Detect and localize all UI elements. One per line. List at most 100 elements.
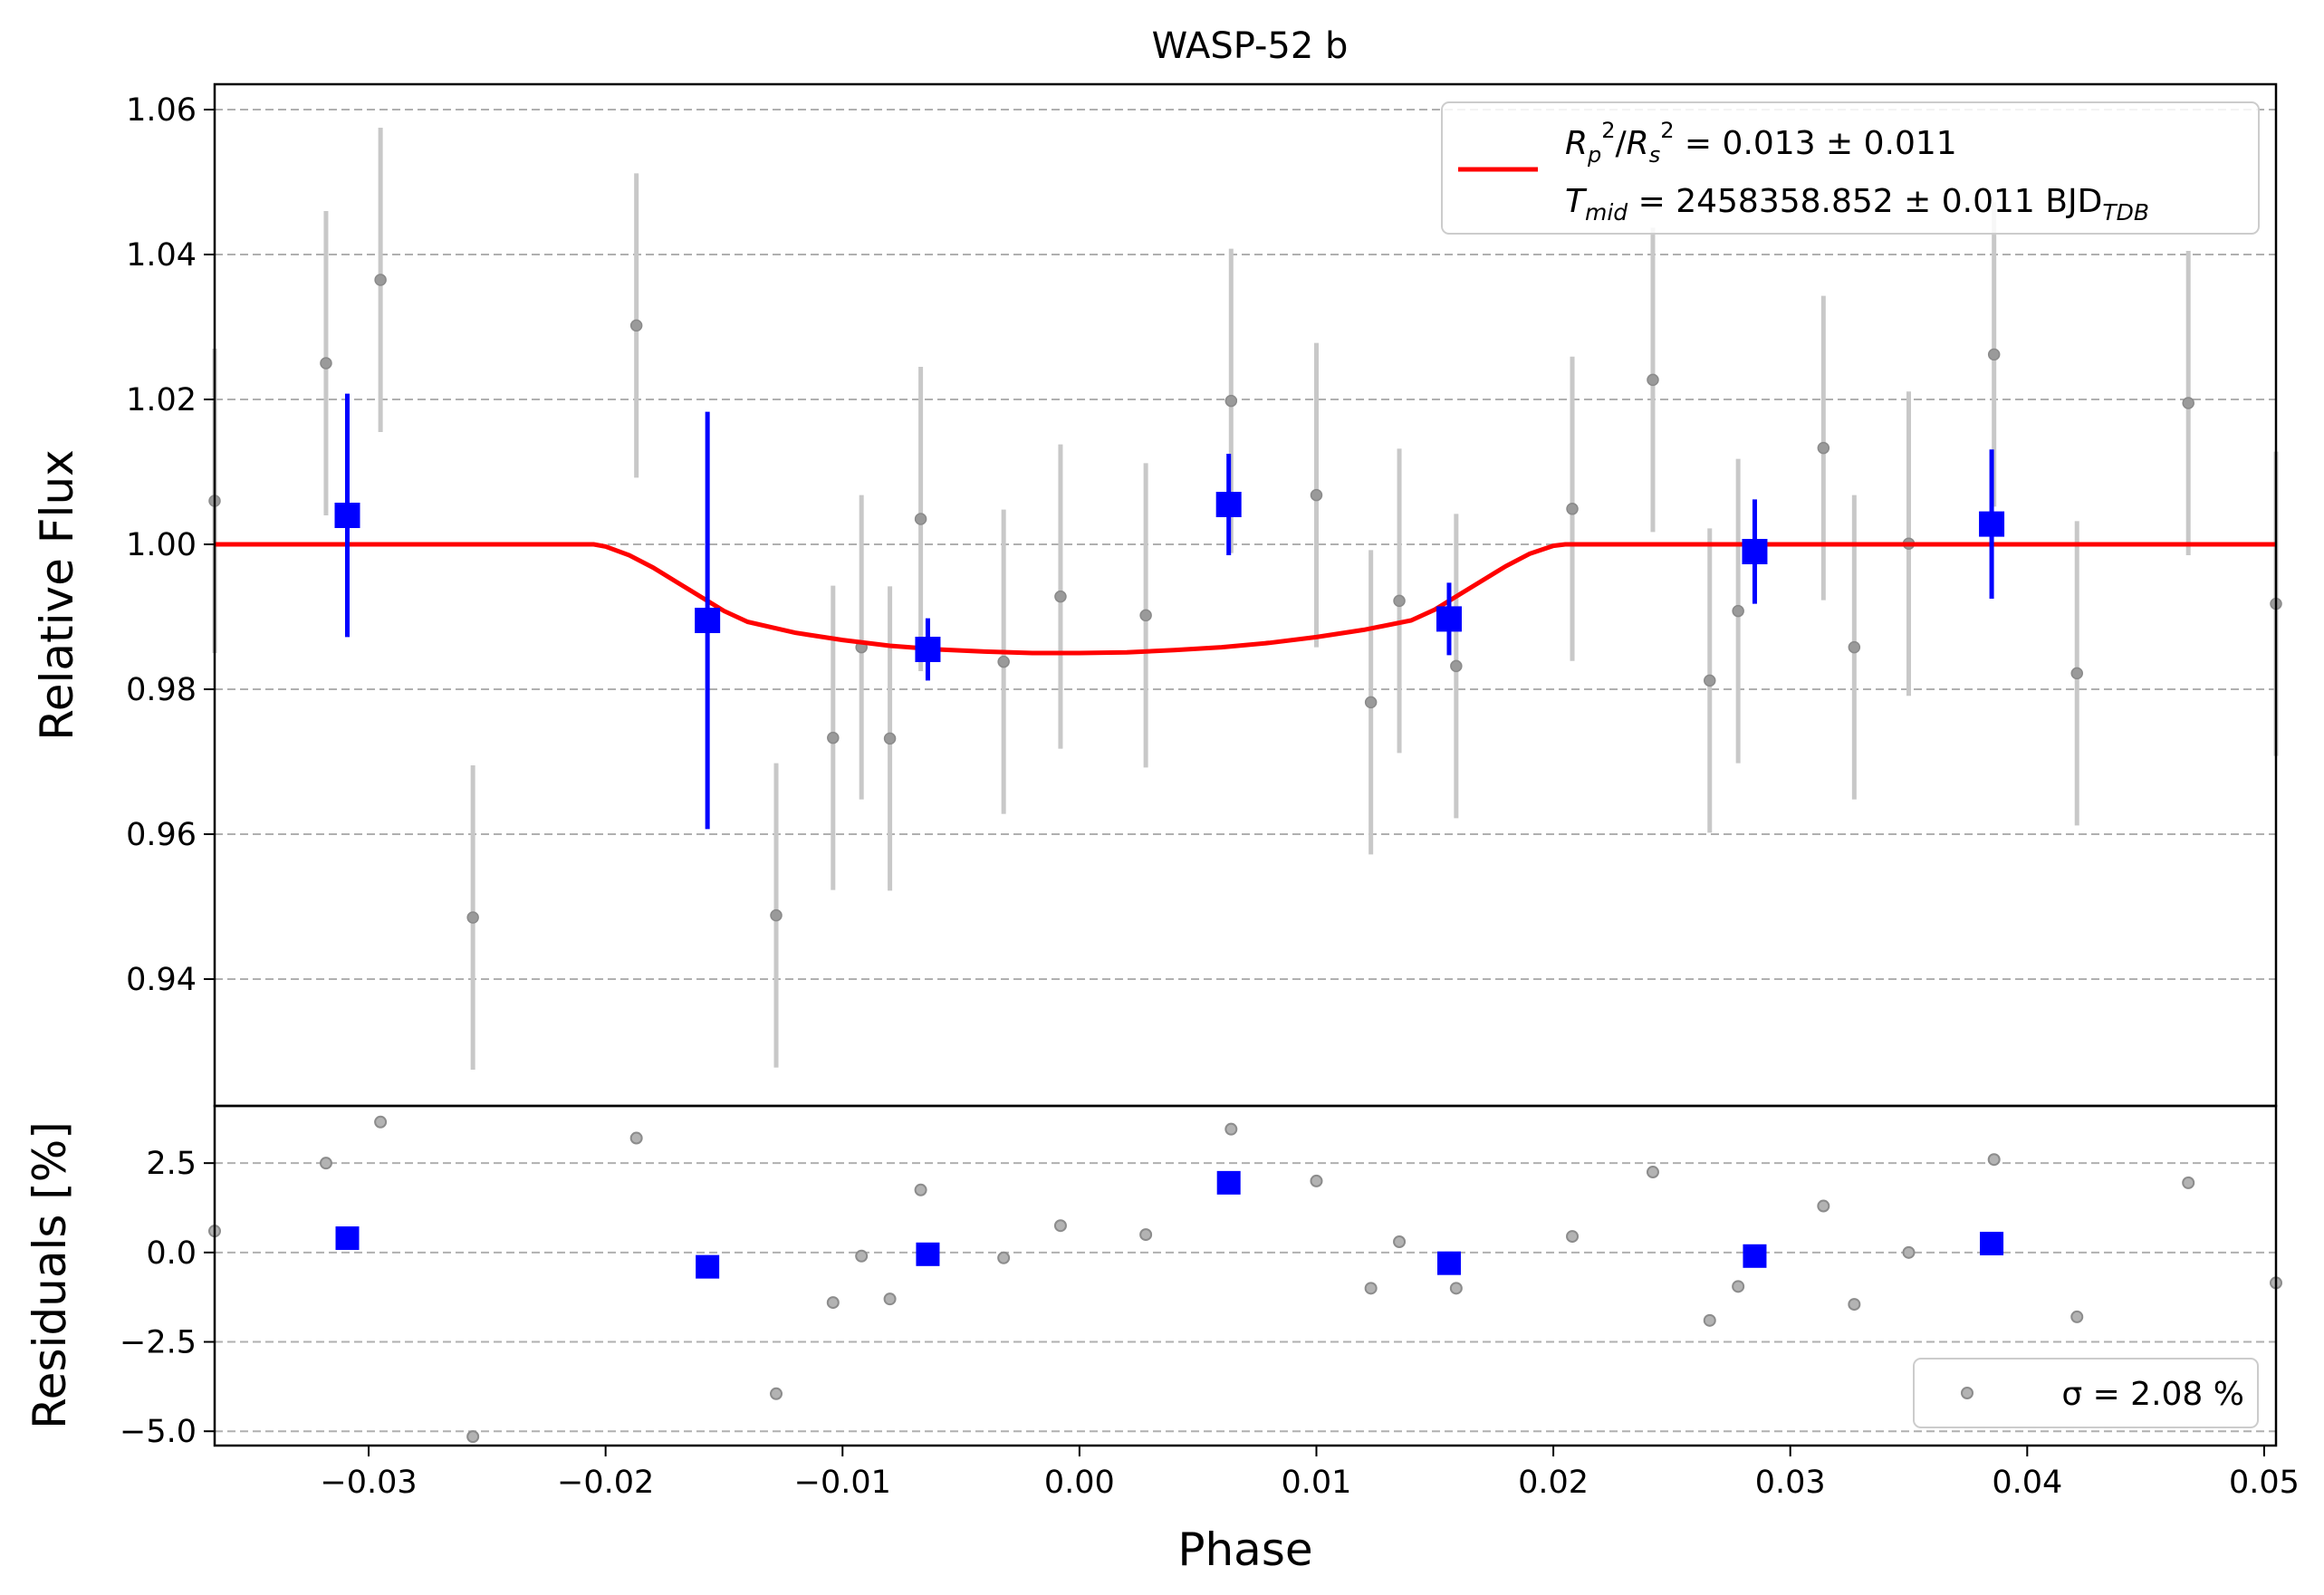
main-y-tick-label: 1.06	[126, 92, 197, 129]
residual-gray-point	[2182, 1176, 2195, 1189]
gray-data-point	[1393, 594, 1406, 608]
gray-data-point	[1450, 659, 1463, 673]
residual-gray-point	[1053, 1219, 1067, 1233]
gray-data-point	[914, 513, 927, 525]
residual-gray-point	[1393, 1235, 1407, 1248]
gray-data-point	[1704, 674, 1716, 687]
residual-gray-point	[855, 1249, 869, 1263]
residual-gray-point	[914, 1183, 927, 1196]
residuals-panel: −5.0 −2.5 0.0 2.5 −0.03 −0.02 −0.01 0.00 0.01 0.…	[24, 1104, 2300, 1576]
legend-mid-transit-label: Tmid = 2458358.852 ± 0.011 BJDTDB	[1565, 183, 2149, 226]
residual-binned-point	[1743, 1244, 1767, 1268]
x-tick-label: 0.02	[1518, 1465, 1589, 1501]
residual-gray-point	[1902, 1245, 1916, 1259]
gray-data-point	[1987, 348, 2001, 361]
x-tick-label: 0.01	[1282, 1465, 1352, 1501]
residual-gray-point	[1449, 1282, 1463, 1295]
main-legend-box	[1441, 101, 2260, 235]
x-tick-label: −0.03	[320, 1465, 417, 1501]
residual-gray-point	[2070, 1310, 2084, 1323]
gray-data-point	[466, 911, 479, 924]
residual-gray-point	[1224, 1122, 1238, 1136]
residual-gray-point	[1703, 1313, 1716, 1327]
residuals-y-tick-label: 0.0	[146, 1235, 197, 1272]
x-axis-ticks: −0.03 −0.02 −0.01 0.00 0.01 0.02 0.03 0.04 0.05	[320, 1446, 2300, 1501]
residual-gray-point	[883, 1292, 897, 1306]
gray-data-point	[2182, 397, 2194, 409]
main-y-tick-label: 0.96	[126, 817, 197, 853]
binned-data-point	[915, 637, 941, 662]
residual-gray-point	[1817, 1199, 1830, 1213]
transit-model-line	[215, 542, 2276, 656]
main-legend: Rp2/Rs2 = 0.013 ± 0.011 Tmid = 2458358.8…	[1441, 101, 2260, 235]
gray-data-point	[770, 908, 783, 922]
x-tick-label: −0.01	[794, 1465, 891, 1501]
gray-data-point	[320, 357, 332, 370]
x-tick-label: 0.05	[2229, 1465, 2300, 1501]
residual-binned-point	[1436, 1251, 1461, 1275]
x-tick-label: 0.00	[1044, 1465, 1115, 1501]
x-axis-label: Phase	[1177, 1523, 1312, 1576]
main-y-tick-label: 1.04	[126, 237, 197, 274]
residual-gray-point	[1848, 1298, 1861, 1312]
residuals-legend: σ = 2.08 %	[1913, 1358, 2259, 1428]
residual-gray-point	[319, 1157, 332, 1170]
residual-binned-point	[1980, 1231, 2004, 1255]
main-y-axis-label: Relative Flux	[31, 449, 83, 740]
main-y-tick-label: 1.02	[126, 382, 197, 418]
residual-binned-point	[1216, 1170, 1241, 1195]
gray-data-point	[1817, 441, 1830, 455]
binned-data-point	[1979, 511, 2005, 537]
residual-gray-point	[1310, 1174, 1323, 1187]
residuals-gridlines	[215, 1162, 2276, 1433]
chart-title: WASP-52 b	[1152, 25, 1349, 67]
gray-data-point	[629, 319, 643, 332]
residuals-y-ticks: −5.0 −2.5 0.0 2.5	[120, 1146, 215, 1450]
residual-gray-point	[1139, 1228, 1153, 1242]
gray-data-point	[1139, 609, 1152, 622]
gray-data-point	[827, 731, 840, 745]
binned-data-point	[695, 608, 721, 633]
main-panel: 0.94 0.96 0.98 1.00 1.02 1.04 1.06 Rp2/Rs2 = 0…	[31, 82, 2282, 1108]
residual-gray-point	[997, 1251, 1011, 1264]
residual-binned-point	[696, 1254, 720, 1279]
binned-data-point	[1436, 606, 1462, 632]
residual-binned-point	[335, 1226, 360, 1251]
gray-data-point	[1310, 488, 1323, 502]
x-tick-label: −0.02	[557, 1465, 654, 1501]
gray-data-point	[1647, 373, 1659, 387]
residuals-y-tick-label: −5.0	[120, 1414, 197, 1450]
residual-gray-point	[466, 1430, 480, 1444]
main-y-tick-label: 1.00	[126, 527, 197, 563]
x-tick-label: 0.03	[1755, 1465, 1826, 1501]
x-tick-label: 0.04	[1992, 1465, 2062, 1501]
residual-gray-point	[1364, 1282, 1378, 1295]
gray-data-point	[374, 274, 387, 286]
residual-gray-point	[1566, 1230, 1580, 1244]
binned-data-point	[1215, 492, 1242, 517]
residual-gray-point	[1987, 1153, 2001, 1167]
residual-gray-point	[770, 1387, 783, 1400]
gray-data-point	[1054, 590, 1067, 603]
gray-data-point	[1566, 503, 1579, 515]
legend-sigma-label: σ = 2.08 %	[2061, 1376, 2244, 1413]
gray-data-point	[1364, 696, 1378, 709]
main-y-ticks: 0.94 0.96 0.98 1.00 1.02 1.04 1.06	[126, 92, 215, 998]
gray-data-point	[1224, 394, 1238, 408]
main-y-tick-label: 0.98	[126, 672, 197, 708]
residual-gray-point	[629, 1131, 643, 1145]
residual-gray-point	[826, 1296, 840, 1310]
residuals-y-axis-label: Residuals [%]	[24, 1121, 76, 1429]
gray-data-point	[2070, 667, 2083, 680]
residuals-binned-data-points	[335, 1170, 2004, 1279]
residual-gray-point	[1646, 1166, 1659, 1179]
main-binned-data-points	[334, 393, 2005, 830]
legend-residual-marker	[1961, 1387, 1973, 1399]
gray-data-point	[883, 732, 897, 745]
gray-data-point	[1848, 640, 1861, 654]
gray-data-point	[997, 655, 1010, 668]
residual-gray-point	[1732, 1280, 1745, 1293]
legend-radius-ratio-label: Rp2/Rs2 = 0.013 ± 0.011	[1565, 118, 1957, 168]
